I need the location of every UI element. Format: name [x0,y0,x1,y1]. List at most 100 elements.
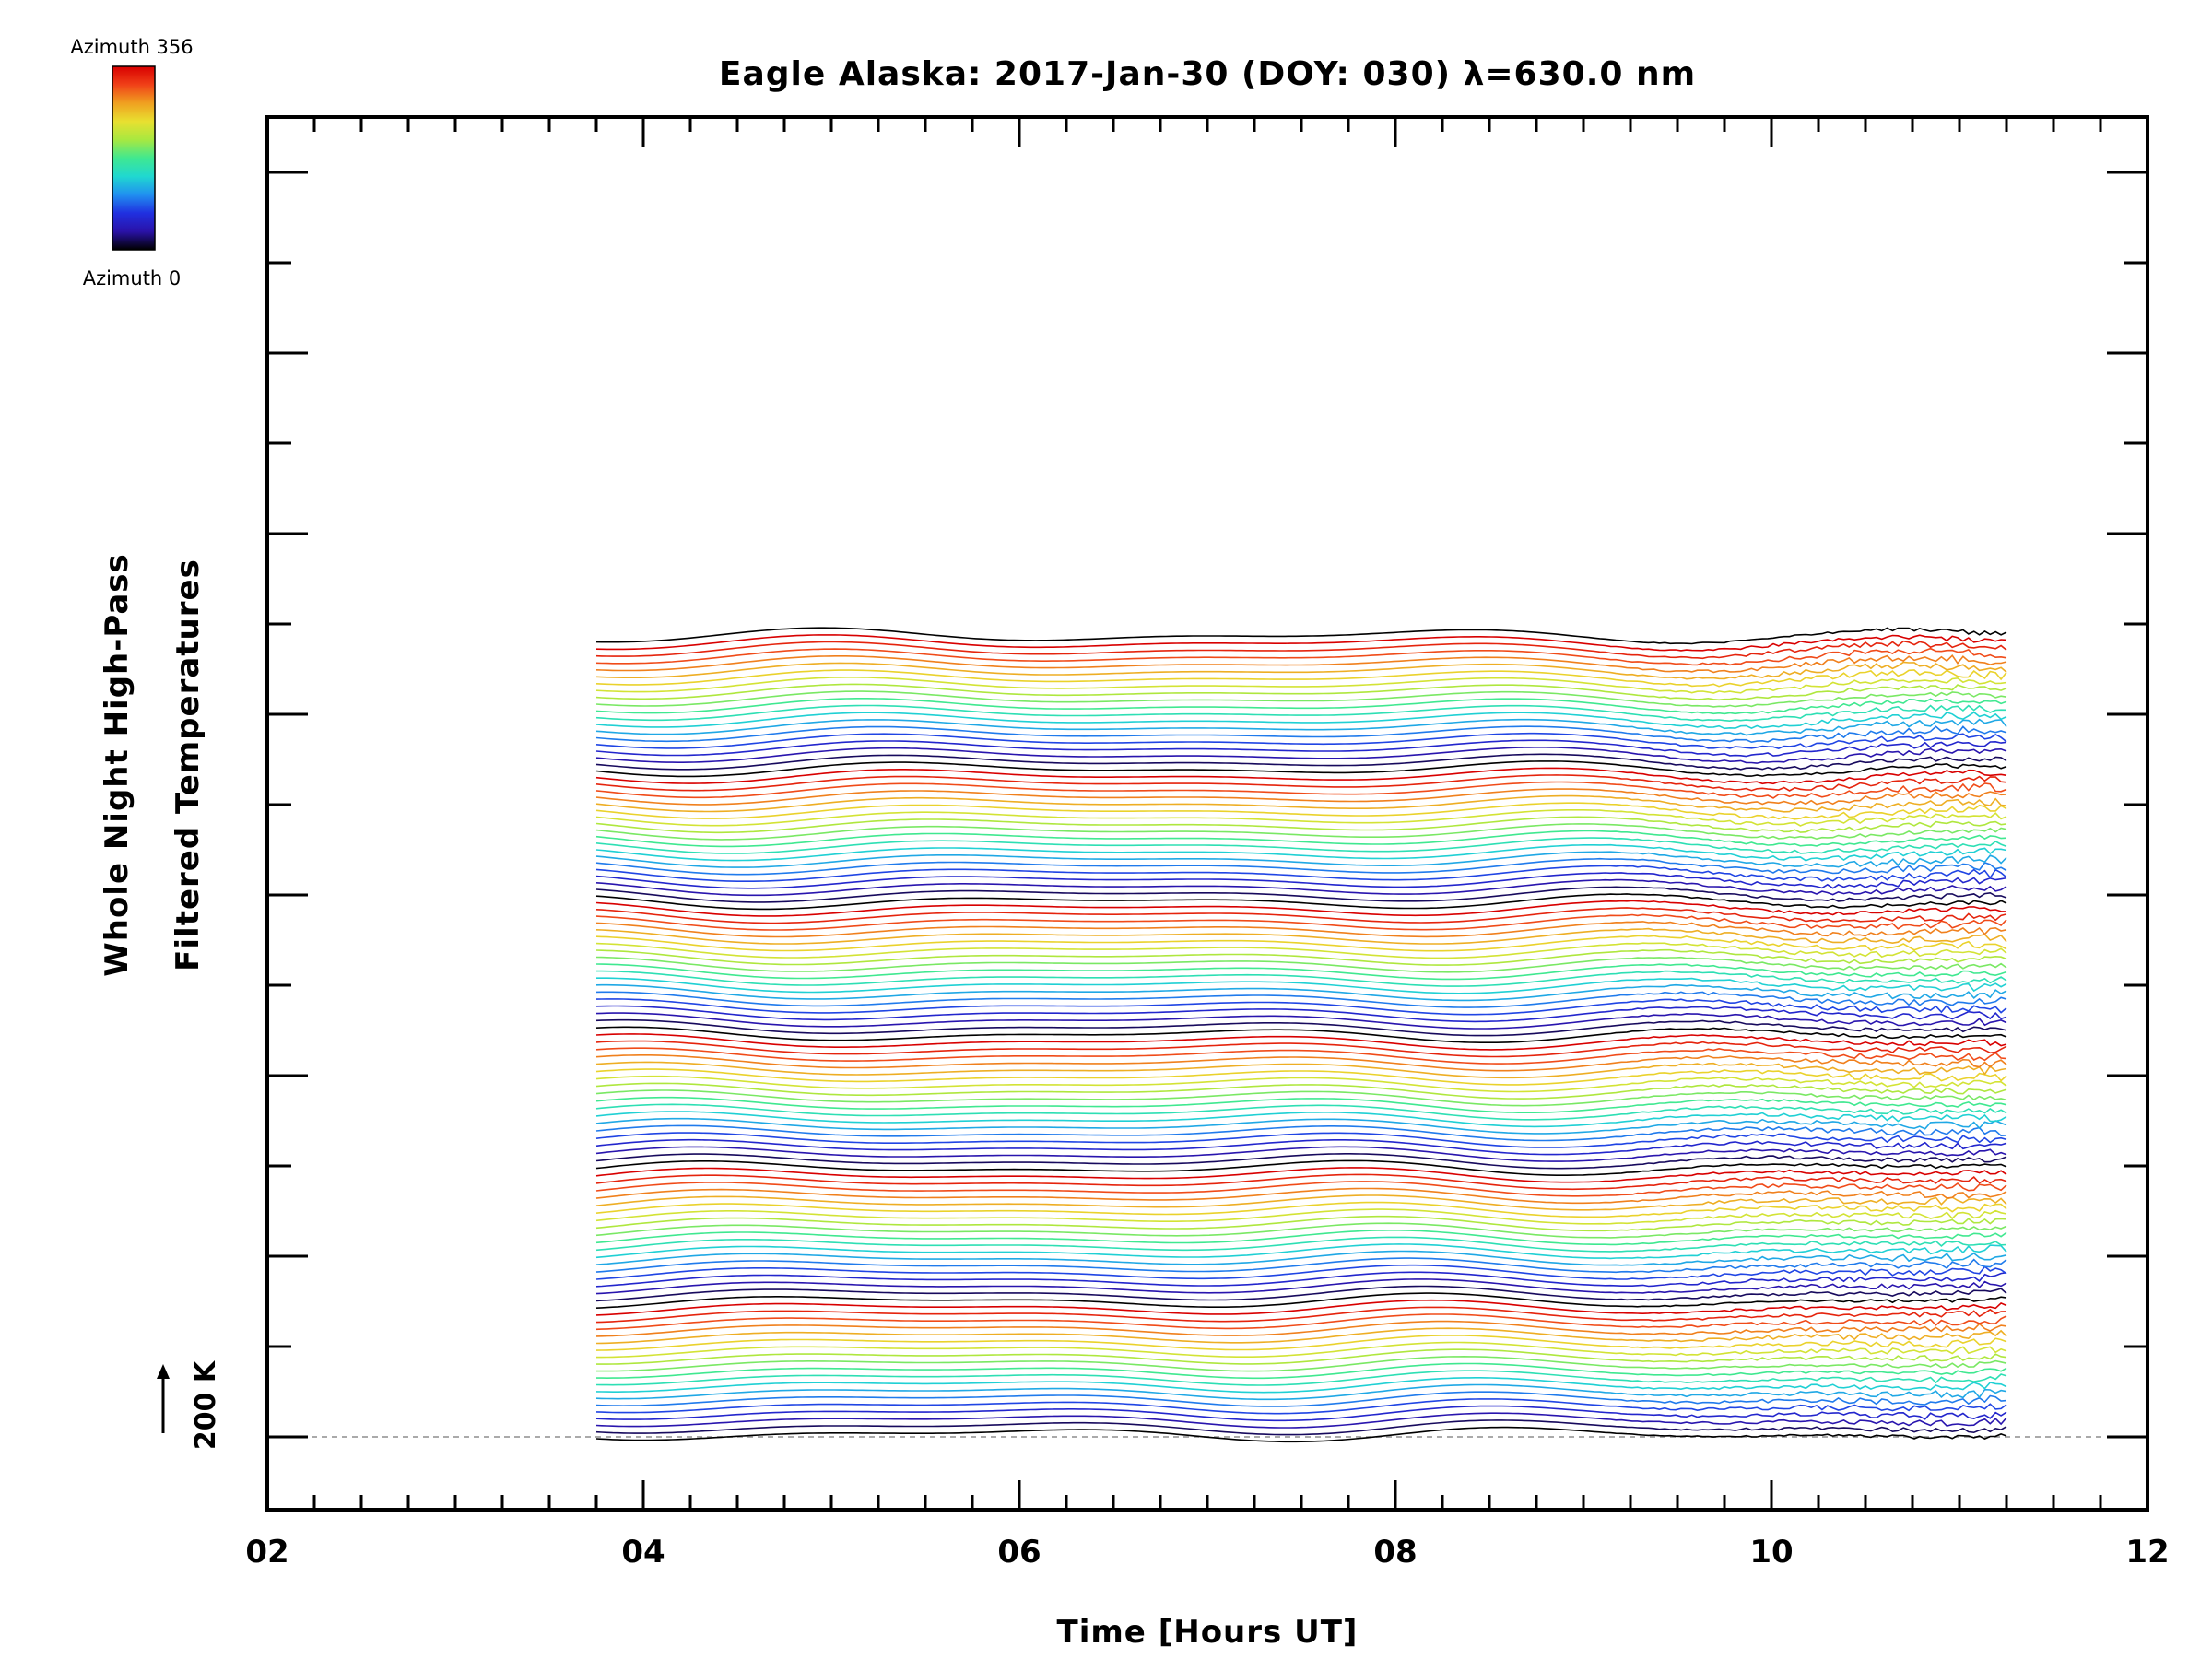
series-trace [595,1426,2007,1443]
series-trace [595,640,2007,660]
series-trace [595,1257,2007,1274]
series-trace [595,1208,2007,1225]
series-trace [595,1103,2007,1121]
series-trace [595,886,2007,903]
series-trace [595,718,2007,736]
series-trace [595,1012,2007,1030]
series-trace [595,661,2007,680]
series-trace [595,878,2007,897]
x-tick-label: 10 [1749,1534,1793,1571]
series-trace [595,1383,2007,1401]
series-trace [595,998,2007,1016]
series-trace [595,1243,2007,1260]
series-trace [596,1355,2007,1372]
series-trace [595,935,2007,952]
y-axis-label-line1: Whole Night High-Pass [99,553,135,977]
series-trace [595,1271,2007,1288]
series-trace [595,1335,2007,1351]
series-trace [595,913,2007,931]
series-trace [595,1250,2007,1266]
plot-frame [265,115,2149,1512]
series-trace [595,1068,2007,1086]
series-trace [595,1405,2007,1422]
series-trace [595,1132,2007,1148]
series-trace [596,1362,2007,1380]
series-trace [595,634,2007,652]
series-trace [595,948,2007,966]
series-traces [595,627,2007,1443]
series-trace [595,857,2007,876]
series-trace [595,1327,2007,1345]
series-trace [595,893,2007,911]
series-trace [595,698,2007,715]
series-trace [595,1320,2007,1337]
series-trace [595,1173,2007,1191]
series-trace [595,1194,2007,1211]
series-trace [595,1370,2007,1386]
series-trace [595,1075,2007,1093]
series-trace [596,1341,2007,1359]
scale-bar: 200 K [157,1359,222,1450]
series-trace [595,942,2007,959]
series-trace [595,1089,2007,1107]
series-trace [595,1111,2007,1128]
series-trace [595,1061,2007,1079]
series-trace [595,830,2007,848]
x-tick-label: 04 [621,1534,665,1571]
series-trace [595,1377,2007,1394]
series-trace [595,1005,2007,1023]
series-trace [595,1033,2007,1051]
series-trace [595,1306,2007,1324]
series-trace [595,1201,2007,1218]
series-trace [595,781,2007,799]
y-axis-label-line2: Filtered Temperatures [170,559,206,971]
series-trace [595,1138,2007,1156]
series-trace [595,711,2007,730]
axis-ticks [265,117,2149,1510]
series-trace [595,1146,2007,1162]
colorbar [112,65,156,251]
series-trace [595,739,2007,758]
series-trace [595,1187,2007,1205]
series-trace [595,802,2007,820]
series-trace [595,704,2007,723]
series-trace [595,1285,2007,1302]
series-trace [595,1278,2007,1295]
series-trace [595,963,2007,981]
series-trace [595,823,2007,841]
series-trace [595,683,2007,701]
series-trace [595,647,2007,666]
series-trace [596,1348,2007,1365]
series-trace [595,1215,2007,1232]
series-trace [595,1047,2007,1065]
series-trace [595,921,2007,938]
colorbar-bottom-label: Azimuth 0 [83,267,182,289]
series-trace [595,1230,2007,1246]
series-trace [595,767,2007,785]
scale-bar-label: 200 K [190,1359,222,1450]
series-trace [595,1391,2007,1407]
series-trace [595,991,2007,1008]
series-trace [595,1313,2007,1331]
x-tick-label: 08 [1373,1534,1417,1571]
x-tick-label: 02 [245,1534,288,1571]
series-trace [595,747,2007,764]
series-trace [595,1124,2007,1142]
series-trace [595,669,2007,688]
series-trace [595,837,2007,854]
series-trace [595,1299,2007,1316]
series-trace [595,865,2007,882]
series-trace [595,1167,2007,1183]
series-trace [595,1018,2007,1037]
series-trace [595,690,2007,708]
series-trace [595,725,2007,744]
chart-title: Eagle Alaska: 2017-Jan-30 (DOY: 030) λ=6… [719,55,1696,93]
series-trace [595,1040,2007,1058]
series-trace [595,956,2007,973]
series-trace [596,977,2007,994]
x-tick-label: 12 [2125,1534,2169,1571]
x-tick-label: 06 [997,1534,1041,1571]
series-trace [595,1292,2007,1309]
series-trace [595,809,2007,827]
